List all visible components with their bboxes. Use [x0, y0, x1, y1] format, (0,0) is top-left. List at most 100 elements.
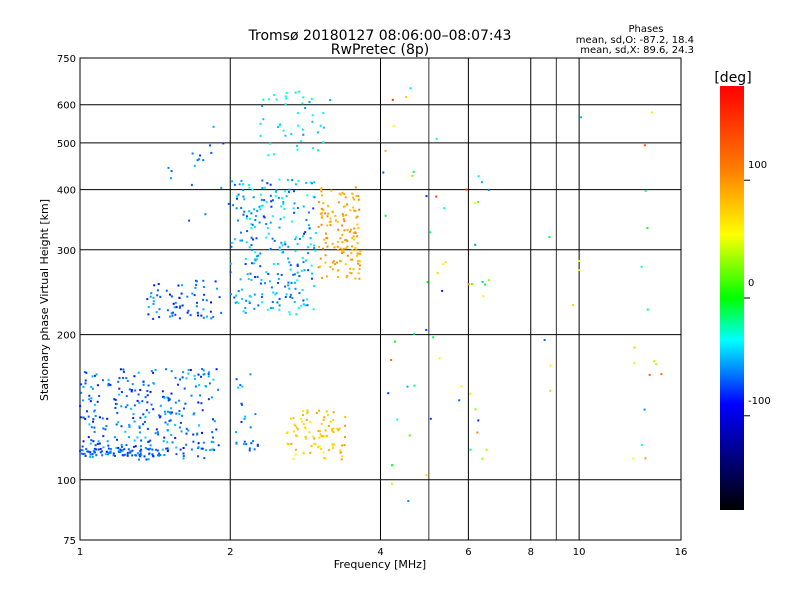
data-point — [98, 395, 101, 397]
data-point — [112, 454, 115, 457]
data-point — [82, 440, 85, 443]
data-point — [80, 448, 83, 451]
data-point — [263, 216, 266, 219]
data-point — [350, 228, 352, 231]
data-point — [300, 140, 303, 143]
data-point — [156, 449, 159, 452]
data-point — [326, 245, 329, 248]
data-point — [253, 307, 256, 310]
data-point — [174, 301, 177, 304]
data-point — [302, 414, 304, 416]
x-tick-label: 4 — [377, 547, 383, 558]
data-point — [313, 285, 316, 287]
data-point — [142, 413, 145, 416]
data-point — [89, 400, 92, 403]
data-point — [261, 204, 264, 207]
data-point — [300, 420, 303, 423]
data-point — [341, 444, 344, 447]
data-point — [136, 399, 139, 402]
data-point — [254, 413, 257, 416]
data-point — [281, 197, 284, 200]
data-point — [152, 296, 155, 299]
data-point — [339, 451, 342, 454]
data-point — [230, 245, 233, 248]
data-point — [287, 281, 290, 284]
data-point — [158, 308, 161, 311]
data-point — [121, 449, 124, 451]
data-point — [411, 174, 414, 177]
data-point — [254, 215, 257, 217]
data-point — [180, 284, 183, 287]
data-point — [306, 409, 309, 412]
data-point — [482, 295, 485, 298]
data-point — [235, 378, 238, 381]
data-point — [130, 407, 133, 410]
data-point — [359, 250, 362, 253]
data-point — [343, 193, 346, 196]
data-point — [358, 267, 361, 270]
data-point — [290, 442, 293, 445]
data-point — [481, 457, 484, 460]
data-point — [156, 294, 159, 297]
data-point — [342, 247, 345, 250]
data-point — [85, 371, 88, 374]
data-point — [355, 216, 358, 219]
data-point — [158, 454, 161, 457]
data-point — [139, 389, 142, 391]
data-point — [199, 394, 202, 397]
data-point — [319, 430, 321, 433]
data-point — [337, 276, 340, 278]
data-point — [165, 447, 168, 450]
data-point — [548, 236, 551, 238]
grid-lines — [79, 58, 682, 540]
data-point — [320, 223, 323, 226]
data-point — [436, 272, 439, 274]
data-point — [310, 264, 313, 267]
data-point — [349, 258, 352, 261]
data-point — [344, 196, 347, 199]
data-point — [155, 311, 158, 314]
data-point — [102, 427, 105, 430]
data-point — [429, 417, 432, 420]
data-point — [314, 442, 317, 445]
data-point — [296, 279, 299, 282]
data-point — [120, 425, 123, 428]
data-point — [123, 448, 126, 451]
data-point — [278, 178, 281, 181]
data-point — [294, 91, 297, 94]
data-point — [150, 370, 153, 373]
y-tick-label: 300 — [57, 246, 76, 257]
data-point — [297, 179, 300, 182]
data-point — [231, 241, 233, 244]
data-point — [296, 207, 299, 209]
data-point — [320, 212, 323, 215]
data-point — [131, 454, 134, 457]
data-point — [208, 382, 211, 385]
data-point — [120, 391, 123, 393]
data-point — [293, 211, 296, 214]
data-point — [204, 213, 207, 216]
data-point — [271, 301, 274, 303]
data-point — [289, 295, 292, 298]
data-point — [115, 403, 118, 406]
data-point — [287, 257, 290, 260]
data-point — [98, 416, 101, 419]
data-point — [280, 205, 283, 208]
data-point — [309, 420, 312, 423]
data-point — [139, 450, 142, 452]
data-point — [312, 442, 315, 445]
data-point — [240, 288, 243, 291]
data-point — [133, 420, 136, 423]
data-point — [116, 438, 118, 441]
data-point — [289, 264, 292, 267]
data-point — [152, 454, 154, 457]
data-point — [633, 362, 635, 365]
data-point — [284, 103, 287, 106]
data-point — [297, 124, 300, 127]
data-point — [178, 306, 181, 309]
chart-title: Tromsø 20180127 08:06:00–08:07:43 — [248, 28, 512, 44]
data-point — [90, 426, 93, 429]
data-point — [333, 443, 336, 446]
data-point — [480, 181, 483, 184]
data-point — [222, 142, 225, 145]
